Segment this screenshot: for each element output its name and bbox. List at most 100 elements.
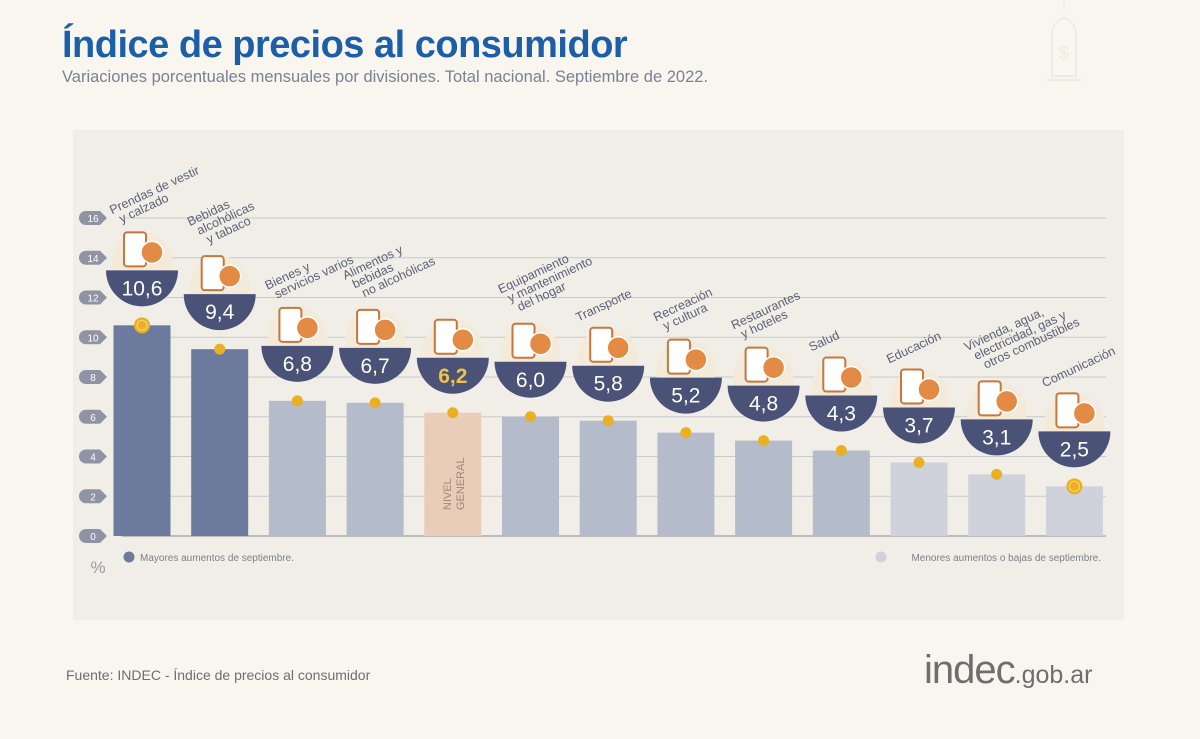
indec-logo[interactable]: indec.gob.ar [924, 648, 1092, 693]
value-label: 3,7 [904, 414, 933, 437]
restaurant-icon [744, 346, 786, 383]
value-badge [805, 395, 878, 432]
bar-group: 2,5 Comunicación [1038, 344, 1117, 536]
category-label: Educación [884, 329, 943, 366]
icon-shape [217, 264, 242, 288]
value-label: 4,3 [827, 403, 856, 426]
category-label: Vivienda, agua,electricidad, gas yotros … [962, 293, 1082, 376]
value-label: 4,8 [749, 393, 778, 416]
y-tick-marker [79, 330, 107, 345]
icon-shape [295, 316, 320, 340]
bar-group: 4,8 Restaurantesy hoteles [727, 288, 802, 536]
logo-main: indec [924, 648, 1016, 692]
value-label: 10,6 [122, 277, 163, 300]
value-badge [649, 377, 722, 414]
source-note: Fuente: INDEC - Índice de precios al con… [66, 667, 371, 683]
legend-label-major: Mayores aumentos de septiembre. [140, 553, 294, 564]
bus-icon [589, 326, 630, 363]
general-bar-label-line: GENERAL [455, 457, 467, 510]
value-label: 6,0 [516, 369, 545, 392]
bar [502, 416, 559, 536]
value-label: 6,2 [438, 365, 467, 388]
icon-shape [994, 389, 1019, 414]
notebook-icon [900, 368, 941, 405]
value-label: 6,8 [283, 353, 312, 376]
icon-shape [373, 318, 397, 342]
value-dot [680, 427, 692, 439]
value-dot [447, 407, 459, 419]
legend-marker-major [123, 551, 135, 563]
y-tick-marker [79, 370, 107, 384]
value-label: 5,8 [594, 373, 623, 396]
y-tick-marker [79, 529, 107, 543]
value-label: 2,5 [1060, 438, 1089, 461]
bar [657, 432, 715, 536]
bar [890, 462, 948, 536]
bar-group: 6,7 Alimentos ybebidasno alcohólicas [339, 232, 437, 536]
page-subtitle: Variaciones porcentuales mensuales por d… [62, 68, 709, 86]
value-dot [991, 468, 1003, 480]
y-tick-marker [79, 211, 107, 225]
value-dot [214, 343, 226, 355]
icon-shape [839, 365, 864, 390]
value-dot-ring [1068, 480, 1081, 492]
value-badge [1038, 431, 1111, 468]
value-badge [261, 345, 334, 382]
y-tick-marker [79, 250, 107, 265]
icon-shape [140, 240, 164, 265]
category-label: Salud [807, 328, 842, 354]
y-tick-marker [79, 489, 107, 504]
health-cross-icon [822, 356, 864, 393]
icon-shape [528, 332, 553, 356]
drinks-icon [200, 255, 242, 292]
value-label: 6,7 [360, 355, 389, 378]
category-label: Transporte [574, 286, 634, 324]
category-label-line: Salud [807, 328, 842, 354]
bar-group: 5,8 Transporte [572, 286, 645, 536]
bar-group: NIVELGENERAL 6,2 [416, 318, 489, 536]
value-dot-ring [136, 319, 148, 331]
bar [346, 402, 404, 536]
icon-shape [1072, 401, 1097, 426]
general-bar-label: NIVELGENERAL [442, 457, 467, 510]
value-label: 3,1 [982, 426, 1011, 449]
value-dot [525, 411, 536, 423]
bar [113, 325, 171, 536]
bar-group: 3,1 Vivienda, agua,electricidad, gas yotr… [960, 293, 1082, 536]
phone-icon [1055, 392, 1097, 429]
umbrella-sun-icon [666, 338, 708, 375]
y-tick-marker [79, 449, 107, 464]
price-tag-watermark-icon: $ [1046, 2, 1082, 81]
icon-shape [606, 335, 630, 360]
y-tick-label: 2 [90, 492, 96, 503]
icon-shape [917, 377, 941, 402]
value-dot [913, 456, 925, 468]
value-dot [602, 415, 614, 427]
washing-machine-icon [511, 322, 553, 359]
bar [1045, 486, 1103, 536]
svg-text:$: $ [1058, 43, 1069, 65]
bar [735, 440, 793, 536]
category-label: Alimentos ybebidasno alcohólicas [340, 232, 437, 304]
legend-marker-minor [875, 551, 887, 563]
bar [191, 349, 249, 536]
y-unit-label: % [90, 558, 105, 577]
general-bar-label-line: NIVEL [442, 478, 454, 510]
value-dot [291, 395, 303, 407]
bar [968, 474, 1026, 536]
y-tick-label: 8 [90, 373, 96, 384]
value-badge [183, 294, 256, 331]
food-icon [356, 308, 397, 345]
value-badge [416, 357, 489, 394]
value-label: 9,4 [205, 301, 235, 324]
y-tick-label: 16 [87, 214, 99, 225]
legend-label-minor: Menores aumentos o bajas de septiembre. [911, 553, 1101, 564]
value-dot [369, 397, 381, 409]
bar [579, 420, 637, 536]
y-tick-marker [79, 409, 107, 424]
value-dot [835, 445, 847, 457]
category-label: Bebidasalcohólicasy tabaco [185, 188, 262, 251]
y-tick-label: 4 [90, 453, 96, 464]
